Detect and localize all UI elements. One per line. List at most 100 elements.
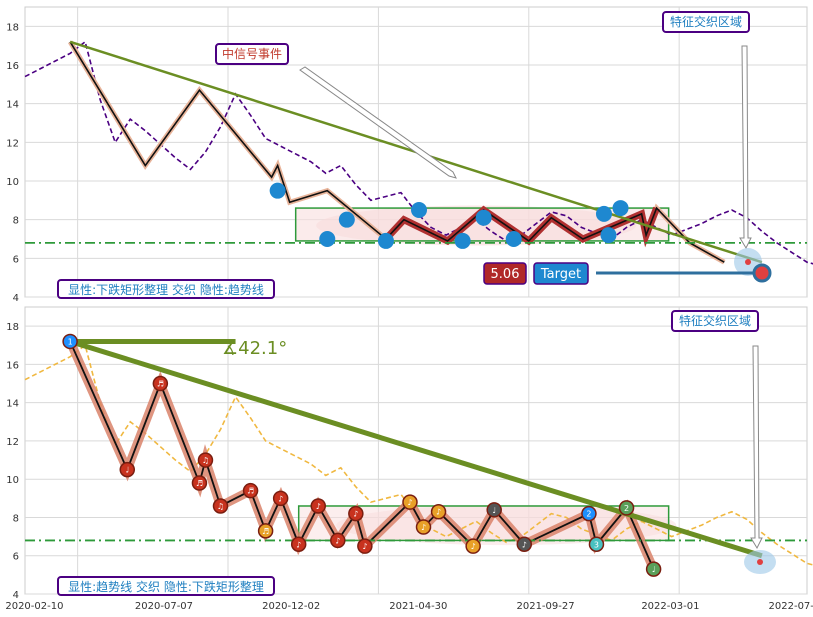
x-tick-label: 2021-09-27 xyxy=(516,601,574,612)
zone-label-box xyxy=(671,310,759,332)
pivot-marker-label: ♪ xyxy=(471,542,476,551)
pivot-marker xyxy=(152,375,169,392)
zone-dot xyxy=(745,259,751,265)
y-tick-label: 14 xyxy=(6,399,19,410)
pivot-marker xyxy=(415,519,432,535)
pivot-marker-label: ♪ xyxy=(278,494,283,503)
x-tick-label: 2020-07-07 xyxy=(135,601,193,612)
pattern-label: 显性:趋势线 交织 隐性:下跌矩形整理 xyxy=(68,579,264,594)
y-tick-label: 12 xyxy=(6,138,19,149)
pivot-marker xyxy=(430,503,447,520)
y-tick-label: 14 xyxy=(6,100,19,111)
event-arrow xyxy=(299,66,457,179)
target-value-box xyxy=(483,262,527,285)
x-tick-label: 2022-03-01 xyxy=(641,601,699,612)
x-tick-label: 2022-07-27 xyxy=(769,601,813,612)
target-value: 5.06 xyxy=(491,267,520,282)
pivot-marker xyxy=(645,561,662,577)
pivot-marker-label: ♪ xyxy=(296,540,301,549)
pivot-point xyxy=(377,232,394,249)
pivot-marker-label: ♩ xyxy=(652,565,656,574)
pivot-marker xyxy=(486,502,502,518)
zone-label: 特征交织区域 xyxy=(670,14,742,29)
pivot-marker xyxy=(212,498,229,514)
pivot-point xyxy=(338,211,355,228)
pivot-marker-label: ♫ xyxy=(217,502,224,511)
pivot-marker-label: 2 xyxy=(624,504,629,513)
y-tick-label: 10 xyxy=(6,475,19,486)
y-tick-label: 4 xyxy=(13,293,19,304)
pivot-marker xyxy=(257,523,274,539)
pattern-label-box xyxy=(57,576,275,596)
y-tick-label: 16 xyxy=(6,61,19,72)
event-label-box xyxy=(215,43,289,65)
pivot-marker xyxy=(310,498,326,514)
y-tick-label: 6 xyxy=(13,254,19,265)
zone-arrow xyxy=(739,45,752,250)
pivot-marker-label: ♪ xyxy=(421,523,426,532)
y-tick-label: 18 xyxy=(6,22,19,33)
pivot-marker xyxy=(119,461,136,478)
pivot-marker xyxy=(357,538,373,554)
x-tick-label: 2021-04-30 xyxy=(389,601,447,612)
pivot-marker xyxy=(516,536,533,553)
price-series xyxy=(24,40,813,265)
pivot-point xyxy=(475,209,492,226)
event-label: 中信号事件 xyxy=(222,46,282,61)
pivot-marker xyxy=(348,505,364,522)
pivot-marker-label: 3 xyxy=(594,540,599,549)
pivot-marker-label: ♪ xyxy=(362,542,367,551)
y-tick-label: 18 xyxy=(6,322,19,333)
pivot-marker xyxy=(588,536,605,553)
pivot-marker xyxy=(197,452,214,468)
y-tick-label: 4 xyxy=(13,590,19,601)
pivot-marker-label: ♬ xyxy=(262,527,269,536)
pivot-marker-label: ♩ xyxy=(125,466,129,475)
pivot-marker xyxy=(330,532,346,549)
y-tick-label: 16 xyxy=(6,360,19,371)
x-tick-label: 2020-02-10 xyxy=(5,601,63,612)
pivot-point xyxy=(269,182,286,199)
pivot-marker-label: ♬ xyxy=(196,479,203,488)
pivot-marker-label: ♪ xyxy=(436,508,441,517)
pivot-marker-label: 1 xyxy=(68,337,73,346)
y-tick-label: 8 xyxy=(13,513,19,524)
y-tick-label: 12 xyxy=(6,437,19,448)
pivot-marker xyxy=(62,333,78,350)
pivot-point xyxy=(600,227,617,244)
pivot-marker xyxy=(402,494,418,510)
y-tick-label: 6 xyxy=(13,552,19,563)
pivot-marker-label: ♩ xyxy=(492,506,496,515)
target-label-box xyxy=(533,262,589,285)
pivot-marker-label: ♫ xyxy=(202,456,209,465)
pivot-marker-label: ♪ xyxy=(522,540,527,549)
pivot-marker-label: ♪ xyxy=(316,502,321,511)
x-tick-label: 2020-12-02 xyxy=(262,601,320,612)
pattern-label: 显性:下跌矩形整理 交织 隐性:趋势线 xyxy=(68,282,264,297)
pivot-marker xyxy=(242,482,259,499)
pivot-marker xyxy=(290,536,307,553)
pivot-marker-label: ♬ xyxy=(247,487,254,496)
pivot-marker-label: 2 xyxy=(586,510,591,519)
pivot-marker xyxy=(618,500,635,516)
zone-label: 特征交织区域 xyxy=(679,313,751,328)
bottom-panel: 4 6 8 10 12 14 16 18 ∡42.1° 1 ♩ ♬ ♬ ♫ ♫ ♬ ♬ ♪ ♪ ♪ ♪ ♪ ♪ ♪ ♪ ♪ ♪ ♩ ♪ 2… xyxy=(6,306,813,601)
pivot-marker xyxy=(581,505,597,522)
pivot-marker-label: ♪ xyxy=(407,498,412,507)
zone-dot xyxy=(757,559,763,565)
trend-line xyxy=(69,339,763,559)
y-tick-label: 8 xyxy=(13,216,19,227)
pivot-point xyxy=(319,231,336,247)
pivot-point xyxy=(505,231,522,247)
pivot-point xyxy=(595,205,612,222)
pivot-marker-label: ♪ xyxy=(353,510,358,519)
pivot-point xyxy=(411,202,428,218)
pivot-marker xyxy=(191,475,208,491)
target-point xyxy=(752,263,772,283)
pivot-marker-label: ♬ xyxy=(157,380,164,389)
pivot-marker-label: ♪ xyxy=(335,536,340,545)
pivot-point xyxy=(454,232,471,249)
pivot-point xyxy=(612,200,629,217)
zone-arrow xyxy=(750,345,763,550)
